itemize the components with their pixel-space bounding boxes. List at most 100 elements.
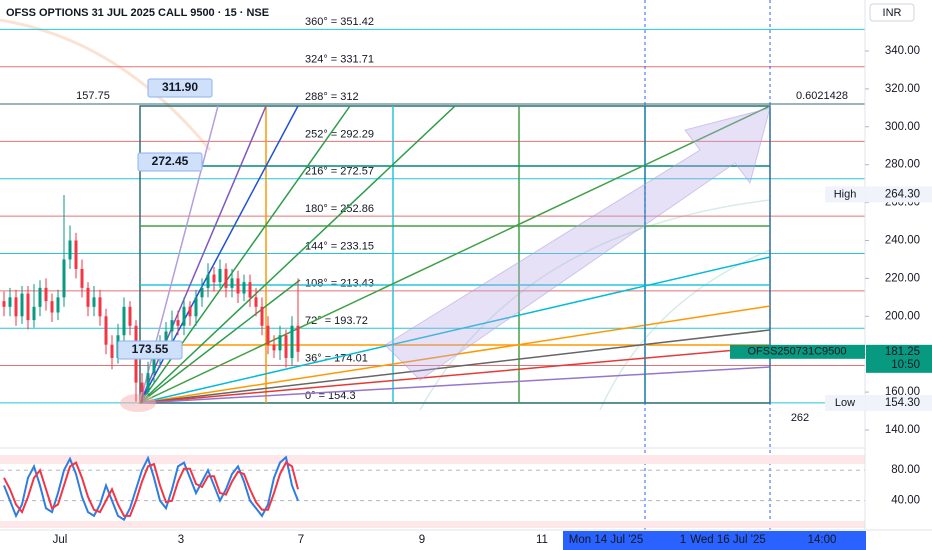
marker (120, 394, 156, 412)
annotation: 311.90 (162, 80, 198, 94)
crosshair-label: 14:00 (808, 534, 837, 546)
osc-line (3, 455, 299, 522)
candle-body (182, 306, 186, 326)
candle-body (110, 344, 114, 358)
arc (419, 199, 771, 411)
price-label-name: Low (835, 397, 855, 409)
fan-line (139, 346, 771, 404)
level-label: 288° = 312 (305, 91, 359, 103)
y-tick-label: 140.00 (885, 424, 920, 436)
candle-body (170, 320, 174, 332)
candle-body (98, 297, 102, 317)
annotation-box (117, 340, 183, 360)
price-label-value: 154.30 (885, 397, 920, 409)
y-tick-label: 80.00 (891, 464, 920, 476)
level-label: 216° = 272.57 (305, 166, 374, 178)
candle-body (176, 320, 180, 326)
candle-body (260, 306, 264, 326)
chart-title: OFSS OPTIONS 31 JUL 2025 CALL 9500 · 15 … (6, 7, 269, 19)
currency[interactable]: INR (883, 7, 902, 19)
candle-body (104, 316, 108, 345)
fan-line (139, 305, 771, 404)
candle-body (194, 297, 198, 317)
price-label-value: 264.30 (885, 188, 920, 200)
candle-body (284, 335, 288, 358)
candle-body (224, 268, 228, 288)
candle-body (8, 297, 12, 307)
y-tick-label: 300.00 (885, 121, 920, 133)
candle-body (266, 325, 270, 345)
annotation: 272.45 (152, 154, 189, 168)
osc-line (3, 461, 299, 517)
level-label: 108° = 213.43 (305, 278, 374, 290)
candle-body (212, 274, 216, 283)
candle-body (50, 301, 54, 313)
candle-body (122, 306, 126, 336)
annotation: 157.75 (76, 90, 110, 102)
candle-body (278, 335, 282, 351)
candle-body (296, 325, 300, 352)
candle-body (26, 293, 30, 321)
x-tick-label: 3 (178, 534, 184, 546)
candle-body (56, 297, 60, 313)
price-label-box (825, 394, 865, 411)
fan-line (139, 105, 456, 404)
level-label: 144° = 233.15 (305, 240, 374, 252)
level-label: 324° = 331.71 (305, 54, 374, 66)
annotation: 0.6021428 (796, 90, 848, 102)
candle-body (74, 240, 78, 269)
last-time: 10:50 (891, 359, 920, 371)
candle-body (44, 287, 48, 302)
last-price: 181.25 (885, 346, 920, 358)
crosshair-label: Wed 16 Jul '25 (690, 534, 766, 546)
candle-body (254, 297, 258, 307)
candle-body (218, 268, 222, 283)
x-tick-label: 9 (419, 534, 425, 546)
candle-body (272, 344, 276, 351)
arrow (384, 107, 771, 381)
osc-band (0, 455, 865, 464)
y-tick-label: 280.00 (885, 159, 920, 171)
level-label: 360° = 351.42 (305, 16, 374, 28)
price-label-box (825, 186, 865, 203)
fan-line (139, 366, 771, 404)
candle-body (188, 306, 192, 317)
annotation: 173.55 (132, 342, 169, 356)
gann-box (139, 105, 771, 404)
candle-body (290, 325, 294, 358)
candle-body (80, 268, 84, 288)
candle-body (200, 287, 204, 298)
candle-body (32, 306, 36, 321)
x-tick-label: Jul (53, 534, 68, 546)
price-label-value-box (866, 186, 932, 203)
y-tick-label: 200.00 (885, 310, 920, 322)
price-label-name: High (834, 188, 857, 200)
fan-line (139, 105, 771, 404)
fan-line (139, 329, 771, 404)
fan-line (139, 279, 301, 404)
currency-box[interactable] (869, 3, 915, 22)
candle-body (140, 382, 144, 393)
level-label: 180° = 252.86 (305, 203, 374, 215)
x-tick-label: 7 (298, 534, 304, 546)
y-tick-label: 220.00 (885, 272, 920, 284)
candle-body (14, 297, 18, 317)
fan-line (139, 256, 771, 404)
candle-body (206, 274, 210, 288)
candle-body (242, 282, 246, 294)
last-price-box (866, 344, 932, 373)
candle-body (236, 278, 240, 294)
candle-body (20, 293, 24, 317)
candle-body (230, 278, 234, 288)
last-symbol: OFSS250731C9500 (747, 346, 846, 358)
candle-body (128, 306, 132, 326)
candle-body (62, 259, 66, 298)
candle-body (38, 287, 42, 307)
price-axis (865, 0, 932, 530)
annotation: 262 (791, 412, 809, 424)
x-tick-label: 11 (536, 534, 548, 546)
y-tick-label: 340.00 (885, 45, 920, 57)
candle-body (92, 297, 96, 307)
candle-body (2, 301, 6, 307)
